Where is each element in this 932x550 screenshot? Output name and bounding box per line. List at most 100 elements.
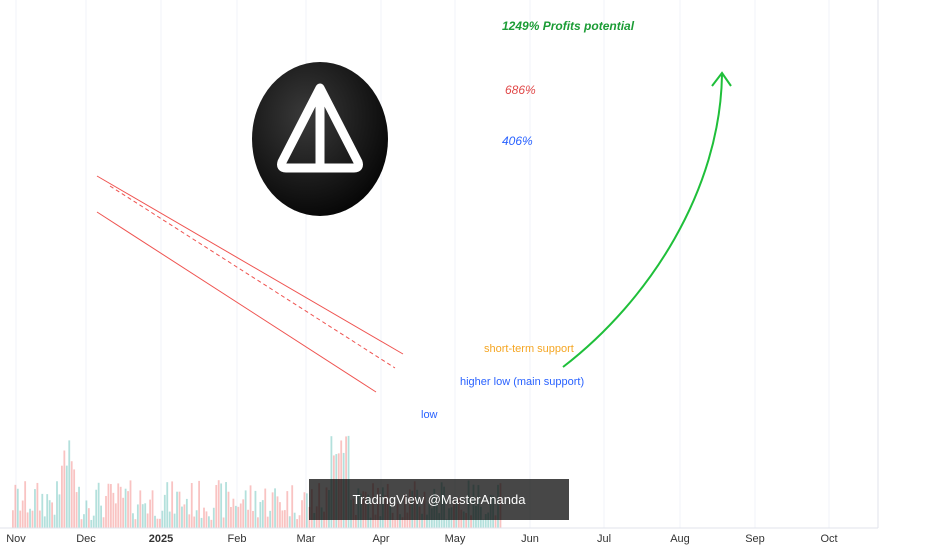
volume-bar <box>61 465 63 528</box>
volume-bar <box>63 450 66 528</box>
x-tick-label: Aug <box>670 533 690 545</box>
x-tick-label: Feb <box>228 533 247 545</box>
volume-bar <box>252 511 254 528</box>
volume-bar <box>313 512 316 528</box>
volume-bar <box>29 508 31 528</box>
volume-bar <box>200 517 203 528</box>
x-tick-label: Oct <box>820 533 837 545</box>
volume-bar <box>12 510 14 528</box>
volume-bar <box>269 510 272 528</box>
volume-bar <box>58 494 61 528</box>
volume-bar <box>16 488 19 528</box>
volume-bar <box>401 517 404 528</box>
volume-bar <box>149 499 151 528</box>
descending-channel <box>96 175 404 393</box>
volume-bar <box>242 499 245 528</box>
volume-bar <box>198 480 200 528</box>
volume-bar <box>65 465 68 528</box>
volume-bar <box>97 482 100 528</box>
volume-bar <box>298 515 301 528</box>
volume-bar <box>261 500 264 528</box>
volume-bar <box>303 492 306 528</box>
volume-bar <box>31 510 34 528</box>
annotation-406: 406% <box>502 134 533 148</box>
annotation-686: 686% <box>505 83 536 97</box>
volume-bar <box>127 491 129 528</box>
x-tick-label: Jun <box>521 533 539 545</box>
volume-bar <box>105 495 107 528</box>
volume-bar <box>195 510 198 528</box>
volume-bar <box>379 516 382 528</box>
volume-bar <box>24 481 27 528</box>
volume-bar <box>163 494 166 528</box>
volume-bar <box>394 519 396 528</box>
volume-bar <box>286 491 289 528</box>
x-tick-label: Apr <box>372 533 389 545</box>
volume-bar <box>173 513 176 528</box>
volume-bar <box>465 512 468 528</box>
notcoin-logo-icon <box>252 62 388 216</box>
volume-bar <box>46 494 49 528</box>
volume-bar <box>110 484 112 528</box>
volume-bar <box>279 502 281 528</box>
volume-bar <box>139 490 142 528</box>
volume-bar <box>141 504 144 528</box>
volume-bar <box>276 496 279 528</box>
volume-bar <box>117 483 120 528</box>
volume-bar <box>80 519 83 528</box>
volume-bar <box>494 515 497 528</box>
volume-bar <box>70 461 73 528</box>
volume-bar <box>102 517 105 528</box>
volume-bar <box>134 519 137 528</box>
volume-bar <box>301 500 303 528</box>
watermark: TradingView @MasterAnanda <box>309 479 569 520</box>
x-tick-label: Sep <box>745 533 765 545</box>
volume-bar <box>129 480 132 528</box>
x-tick-label: May <box>445 533 466 545</box>
volume-bar <box>190 483 193 528</box>
volume-bar <box>470 515 472 528</box>
time-axis: Nov Dec 2025 Feb Mar Apr May Jun Jul Aug Sep Oct <box>0 527 878 545</box>
volume-bar <box>48 500 51 528</box>
volume-bar <box>271 492 274 528</box>
projection-arrow <box>562 71 732 368</box>
volume-bar <box>161 510 164 528</box>
volume-bar <box>283 510 286 528</box>
volume-bar <box>107 483 110 528</box>
volume-bar <box>257 517 259 528</box>
volume-bar <box>151 490 154 528</box>
volume-bar <box>144 503 147 528</box>
volume-bar <box>136 504 139 528</box>
volume-bar <box>114 503 117 528</box>
annotation-1249: 1249% Profits potential <box>502 19 635 33</box>
volume-bar <box>210 519 213 528</box>
volume-bar <box>227 491 230 528</box>
grid <box>15 0 830 528</box>
x-tick-label: Nov <box>6 533 26 545</box>
annotation-higher-low: higher low (main support) <box>460 376 584 388</box>
volume-bar <box>391 512 394 528</box>
volume-bar <box>234 505 237 528</box>
volume-bar <box>90 519 93 528</box>
volume-bar <box>254 490 257 528</box>
volume-bar <box>185 498 188 528</box>
volume-bar <box>438 513 441 528</box>
volume-bar <box>56 481 58 528</box>
volume-bar <box>266 516 269 528</box>
volume-bar <box>225 482 227 528</box>
volume-bar <box>14 484 17 528</box>
volume-bar <box>183 504 186 528</box>
volume-bar <box>154 515 156 528</box>
volume-bar <box>306 493 308 528</box>
volume-bar <box>374 514 377 528</box>
volume-bar <box>296 519 298 528</box>
volume-bar <box>146 513 149 528</box>
volume-bar <box>222 517 225 528</box>
volume-bar <box>188 514 191 528</box>
annotation-low: low <box>421 409 438 421</box>
volume-bar <box>75 492 78 528</box>
volume-bar <box>264 488 267 528</box>
projection-curve <box>562 74 723 368</box>
volume-bar <box>288 516 291 528</box>
